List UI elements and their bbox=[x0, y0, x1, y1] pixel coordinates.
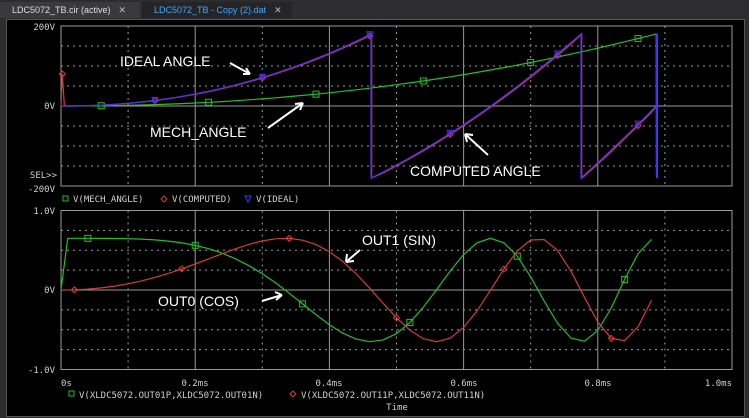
top-legend: V(MECH_ANGLE) V(COMPUTED) V(IDEAL) bbox=[62, 195, 299, 205]
data-point-square bbox=[513, 252, 521, 260]
data-point-square bbox=[299, 300, 307, 308]
data-point-diamond bbox=[178, 265, 186, 273]
top-ytick-min: -200V bbox=[28, 185, 56, 195]
plot-traces bbox=[58, 31, 658, 343]
bottom-ytick-zero: 0V bbox=[44, 286, 55, 296]
data-point-diamond bbox=[58, 70, 67, 78]
data-point-square bbox=[419, 77, 427, 85]
annotation-ideal-angle: IDEAL ANGLE bbox=[120, 53, 211, 69]
trace-0-2 bbox=[60, 32, 658, 180]
top-ytick-max: 200V bbox=[33, 23, 55, 33]
data-point-diamond bbox=[285, 234, 293, 243]
data-point-square bbox=[312, 90, 320, 98]
arrow-icon bbox=[261, 291, 283, 302]
data-point-square bbox=[621, 275, 629, 283]
grid bbox=[60, 25, 733, 370]
legend-ideal[interactable]: V(IDEAL) bbox=[256, 195, 299, 205]
bottom-ytick-max: 1.0V bbox=[33, 207, 55, 217]
data-point-square bbox=[406, 318, 414, 326]
close-icon[interactable]: ✕ bbox=[274, 5, 282, 15]
data-point-square bbox=[191, 241, 199, 249]
legend-computed[interactable]: V(COMPUTED) bbox=[172, 195, 232, 205]
data-point-diamond bbox=[70, 286, 79, 294]
probe-plot-window[interactable] bbox=[6, 19, 745, 417]
data-point-diamond bbox=[392, 314, 401, 322]
legend-diamond-marker bbox=[289, 390, 297, 398]
xtick-3: 0.6ms bbox=[450, 379, 477, 389]
annotation-mech-angle: MECH_ANGLE bbox=[150, 124, 246, 140]
legend-mech-angle[interactable]: V(MECH_ANGLE) bbox=[73, 195, 143, 205]
data-point-square bbox=[527, 58, 535, 66]
bottom-legend: V(XLDC5072.OUT01P,XLDC5072.OUT01N) V(XLD… bbox=[68, 390, 485, 401]
data-point-triangle bbox=[258, 73, 267, 82]
arrow-icon bbox=[345, 249, 361, 263]
top-ytick-zero: 0V bbox=[44, 102, 55, 112]
data-point-diamond bbox=[500, 265, 508, 273]
trace-0-0 bbox=[61, 33, 658, 175]
sel-marker[interactable]: SEL>> bbox=[30, 171, 58, 181]
data-point-triangle bbox=[446, 129, 454, 138]
legend-diamond-marker bbox=[160, 195, 168, 203]
data-point-diamond bbox=[607, 334, 615, 343]
arrow-icon bbox=[267, 102, 304, 129]
tab-bar: LDC5072_TB.cir (active) ✕ LDC5072_TB - C… bbox=[0, 0, 749, 18]
legend-out0[interactable]: V(XLDC5072.OUT01P,XLDC5072.OUT01N) bbox=[79, 391, 263, 401]
xtick-0: 0s bbox=[61, 379, 72, 389]
xtick-1: 0.2ms bbox=[181, 379, 208, 389]
x-axis-label: Time bbox=[386, 403, 408, 413]
data-point-triangle bbox=[553, 50, 562, 59]
bottom-ytick-min: -1.0V bbox=[28, 366, 56, 376]
data-point-square bbox=[634, 35, 642, 43]
data-point-triangle bbox=[634, 120, 642, 129]
arrow-icon bbox=[464, 133, 489, 156]
annotation-out0: OUT0 (COS) bbox=[158, 293, 239, 309]
tab-label: LDC5072_TB.cir (active) bbox=[12, 5, 111, 15]
xtick-2: 0.4ms bbox=[315, 379, 342, 389]
xtick-4: 0.8ms bbox=[584, 379, 611, 389]
legend-square-marker bbox=[68, 390, 75, 397]
xtick-5: 1.0ms bbox=[705, 379, 732, 389]
data-point-triangle bbox=[151, 96, 159, 105]
data-point-square bbox=[205, 98, 213, 106]
legend-triangle-marker bbox=[244, 195, 252, 204]
trace-1-1 bbox=[60, 237, 653, 343]
close-icon[interactable]: ✕ bbox=[118, 5, 127, 15]
annotations: IDEAL ANGLE MECH_ANGLE COMPUTED ANGLE OU… bbox=[120, 53, 541, 309]
data-point-triangle bbox=[365, 31, 374, 39]
tab-cir-file[interactable]: LDC5072_TB.cir (active) ✕ bbox=[0, 2, 140, 18]
legend-out1[interactable]: V(XLDC5072.OUT11P,XLDC5072.OUT11N) bbox=[301, 391, 485, 401]
annotation-computed-angle: COMPUTED ANGLE bbox=[410, 163, 541, 179]
axes: 200V 0V -200V SEL>> 1.0V 0V -1.0V 0s 0.2… bbox=[28, 23, 732, 413]
data-point-diamond bbox=[634, 121, 642, 130]
tab-label: LDC5072_TB - Copy (2).dat bbox=[154, 5, 267, 15]
tab-dat-file[interactable]: LDC5072_TB - Copy (2).dat ✕ bbox=[142, 2, 292, 18]
data-point-square bbox=[84, 234, 92, 242]
data-point-diamond bbox=[553, 51, 562, 60]
trace-1-0 bbox=[60, 237, 652, 343]
legend-square-marker bbox=[62, 195, 69, 202]
annotation-out1: OUT1 (SIN) bbox=[362, 232, 436, 248]
arrow-icon bbox=[229, 62, 251, 75]
